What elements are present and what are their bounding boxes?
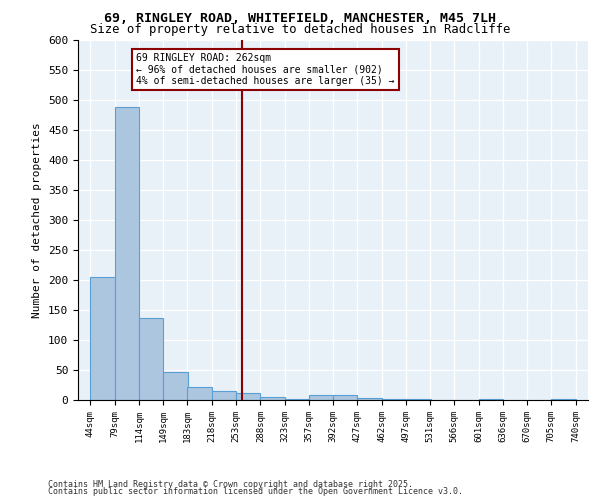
Y-axis label: Number of detached properties: Number of detached properties xyxy=(32,122,43,318)
Bar xyxy=(163,372,188,400)
Bar xyxy=(285,399,309,400)
Bar xyxy=(382,399,406,400)
Bar xyxy=(139,318,163,400)
Bar xyxy=(115,107,139,400)
Bar xyxy=(358,398,382,400)
Bar xyxy=(187,388,212,400)
Bar xyxy=(90,277,115,400)
Text: 69 RINGLEY ROAD: 262sqm
← 96% of detached houses are smaller (902)
4% of semi-de: 69 RINGLEY ROAD: 262sqm ← 96% of detache… xyxy=(136,53,395,86)
Text: Contains HM Land Registry data © Crown copyright and database right 2025.: Contains HM Land Registry data © Crown c… xyxy=(48,480,413,489)
Bar xyxy=(236,394,260,400)
Bar xyxy=(212,391,236,400)
Text: 69, RINGLEY ROAD, WHITEFIELD, MANCHESTER, M45 7LH: 69, RINGLEY ROAD, WHITEFIELD, MANCHESTER… xyxy=(104,12,496,26)
Bar xyxy=(260,397,285,400)
Text: Size of property relative to detached houses in Radcliffe: Size of property relative to detached ho… xyxy=(90,22,510,36)
Bar xyxy=(308,395,333,400)
Bar xyxy=(333,395,358,400)
Text: Contains public sector information licensed under the Open Government Licence v3: Contains public sector information licen… xyxy=(48,487,463,496)
